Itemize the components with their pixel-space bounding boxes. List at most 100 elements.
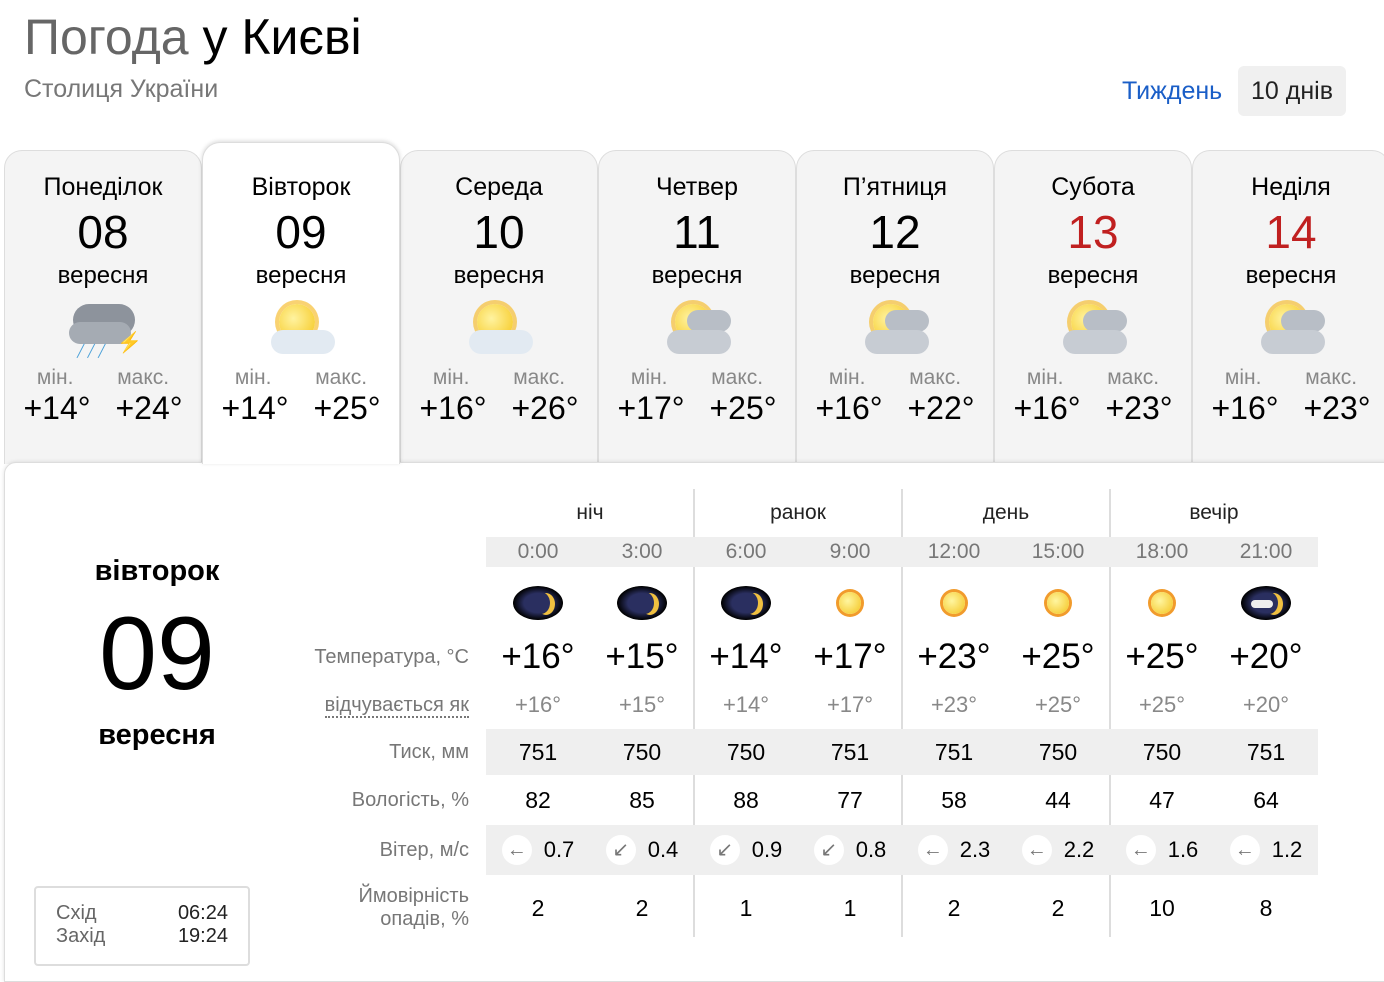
sunrise-label: Схід: [56, 902, 97, 924]
period-label: ранок: [770, 501, 826, 524]
period-label: ніч: [576, 501, 604, 524]
feels-value: +14°: [722, 692, 770, 717]
day-month: вересня: [849, 262, 941, 289]
day-card-08[interactable]: Понеділок 08 вересня ⚡ ╱ ╱ ╱ мін. макс. +14° +24…: [4, 150, 202, 464]
precip-value: 2: [531, 894, 545, 921]
row-pressure: Тиск, мм 751 750 750 751 751 750 750 751: [5, 729, 1318, 775]
period-divider: [693, 489, 695, 937]
day-date: 08: [77, 206, 129, 258]
sun-cloud-icon: [265, 300, 339, 360]
day-name: П’ятниця: [842, 173, 948, 201]
max-label: макс.: [513, 366, 566, 389]
pressure-value: 751: [830, 738, 870, 765]
pressure-value: 751: [1246, 738, 1286, 765]
min-temp: +16°: [419, 390, 487, 426]
temp-value: +20°: [1229, 637, 1303, 676]
precip-value: 1: [843, 894, 857, 921]
times-value: 15:00: [1031, 540, 1085, 563]
humidity-value: 82: [525, 786, 551, 813]
feels-value: +16°: [514, 692, 562, 717]
max-label: макс.: [1107, 366, 1160, 389]
tab-10-days[interactable]: 10 днів: [1238, 66, 1346, 116]
humidity-value: 47: [1149, 786, 1175, 813]
row-label: відчувається як: [5, 693, 471, 718]
sunset-time: 19:24: [177, 925, 228, 947]
pressure-value: 751: [934, 738, 974, 765]
max-temp: +25°: [709, 390, 777, 426]
day-card-11[interactable]: Четвер 11 вересня мін. макс. +17° +25°: [598, 150, 796, 464]
day-name: Субота: [1051, 173, 1135, 201]
max-temp: +23°: [1105, 390, 1173, 426]
day-card-10[interactable]: Середа 10 вересня мін. макс. +16° +26°: [400, 150, 598, 464]
day-card-09[interactable]: Вівторок 09 вересня мін. макс. +14° +25°: [202, 142, 400, 464]
temp-value: +16°: [501, 637, 575, 676]
wind-direction-icon: ↙: [605, 835, 636, 865]
wind-speed: 0.8: [855, 837, 887, 862]
row-temp: Температура, °C +16° +15° +14° +17° +23° +25° +…: [5, 633, 1318, 681]
day-detail-panel: вівторок 09 вересня Схід 06:24 Захід 19:24…: [4, 462, 1384, 982]
row-feels: відчувається як +16° +15° +14° +17° +23° +25° +…: [5, 687, 1318, 723]
sun-clouds-icon: [859, 300, 933, 360]
detail-month: вересня: [98, 719, 216, 751]
feels-value: +20°: [1242, 692, 1290, 717]
max-temp: +24°: [115, 390, 183, 426]
day-date: 14: [1265, 206, 1317, 258]
day-date: 13: [1067, 206, 1119, 258]
moon-icon: [721, 586, 771, 620]
wind-direction-icon: ←: [1125, 835, 1156, 865]
wind-direction-icon: ←: [501, 835, 532, 865]
min-label: мін.: [630, 366, 668, 389]
min-temp: +14°: [221, 390, 289, 426]
row-label: Вологість, %: [351, 788, 469, 811]
period-label: день: [982, 501, 1030, 524]
times-value: 0:00: [517, 540, 559, 563]
times-value: 6:00: [725, 540, 767, 563]
times-value: 21:00: [1239, 540, 1293, 563]
max-label: макс.: [1305, 366, 1358, 389]
pressure-value: 750: [1038, 738, 1078, 765]
day-card-14[interactable]: Неділя 14 вересня мін. макс. +16° +23°: [1192, 150, 1384, 464]
moon-icon: [513, 586, 563, 620]
day-date: 12: [869, 206, 921, 258]
temp-value: +15°: [605, 637, 679, 676]
temp-value: +23°: [917, 637, 991, 676]
day-month: вересня: [57, 262, 149, 289]
min-temp: +17°: [617, 390, 685, 426]
min-label: мін.: [234, 366, 272, 389]
pressure-value: 750: [1142, 738, 1182, 765]
temp-value: +17°: [813, 637, 887, 676]
humidity-value: 64: [1253, 786, 1279, 813]
temp-value: +25°: [1125, 637, 1199, 676]
day-date: 09: [275, 206, 327, 258]
period-divider: [1109, 489, 1111, 937]
temp-value: +14°: [709, 637, 783, 676]
precip-value: 1: [739, 894, 753, 921]
temp-value: +25°: [1021, 637, 1095, 676]
row-label: Тиск, мм: [389, 740, 469, 763]
wind-speed: 0.7: [543, 837, 575, 862]
humidity-value: 88: [733, 786, 759, 813]
row-label: Ймовірність опадів, %: [358, 885, 469, 930]
feels-value: +23°: [930, 692, 978, 717]
min-label: мін.: [1224, 366, 1262, 389]
day-card-12[interactable]: П’ятниця 12 вересня мін. макс. +16° +22°: [796, 150, 994, 464]
humidity-value: 58: [941, 786, 967, 813]
cloud-rain-thunder-icon: ⚡ ╱ ╱ ╱: [67, 300, 142, 360]
pressure-value: 750: [726, 738, 766, 765]
detail-date: 09: [99, 596, 215, 712]
sunrise-time: 06:24: [177, 902, 228, 924]
min-temp: +16°: [1013, 390, 1081, 426]
tab-week[interactable]: Тиждень: [1122, 77, 1223, 105]
day-name: Середа: [455, 173, 543, 201]
sun-icon: [1047, 592, 1069, 614]
feels-like-tooltip[interactable]: відчувається як: [324, 693, 469, 718]
times-value: 12:00: [927, 540, 981, 563]
sunrise-sunset-box: Схід 06:24 Захід 19:24: [34, 886, 250, 966]
min-temp: +16°: [1211, 390, 1279, 426]
feels-value: +25°: [1034, 692, 1082, 717]
day-card-13[interactable]: Субота 13 вересня мін. макс. +16° +23°: [994, 150, 1192, 464]
max-label: макс.: [117, 366, 170, 389]
detail-weekday: вівторок: [94, 555, 220, 587]
day-month: вересня: [651, 262, 743, 289]
wind-direction-icon: ↙: [709, 835, 740, 865]
